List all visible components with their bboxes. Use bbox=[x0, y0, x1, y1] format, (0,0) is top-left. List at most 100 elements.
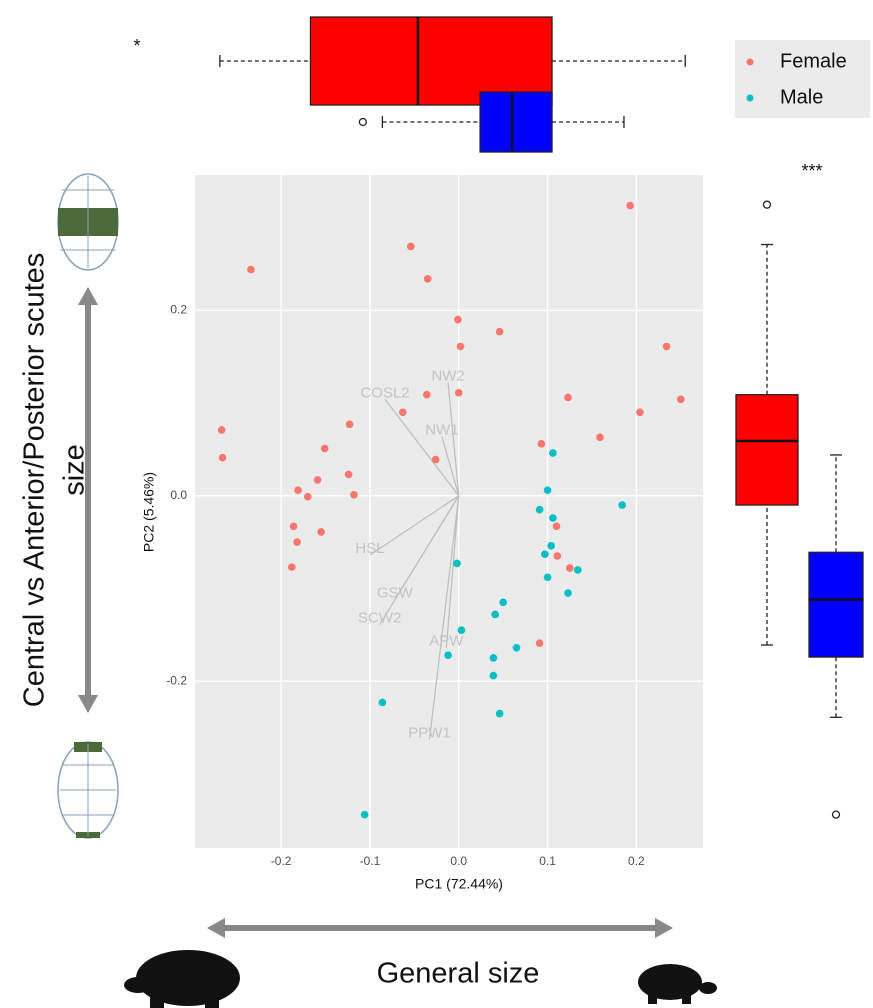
point bbox=[378, 698, 387, 707]
loading-arrow bbox=[379, 495, 460, 625]
y-tick-label: 0.2 bbox=[170, 303, 187, 317]
point bbox=[320, 444, 329, 453]
point bbox=[293, 538, 301, 546]
point bbox=[454, 389, 463, 397]
point bbox=[549, 449, 557, 457]
box bbox=[479, 91, 553, 153]
outlier bbox=[358, 117, 368, 127]
loading-label: APW bbox=[429, 633, 464, 650]
x-axis-title: PC1 (72.44%) bbox=[415, 876, 503, 892]
point bbox=[636, 408, 644, 417]
point bbox=[423, 275, 432, 283]
point bbox=[294, 486, 302, 494]
x-tick-label: -0.1 bbox=[360, 854, 381, 868]
point bbox=[499, 598, 507, 607]
point bbox=[288, 563, 296, 571]
point bbox=[676, 395, 685, 404]
tortoise-small bbox=[638, 964, 717, 1004]
point bbox=[489, 671, 498, 680]
shell-bottom bbox=[57, 741, 119, 839]
point bbox=[543, 486, 552, 494]
point bbox=[535, 639, 544, 647]
loading-label: NW2 bbox=[431, 368, 464, 385]
point bbox=[444, 651, 452, 659]
point bbox=[457, 626, 466, 634]
point bbox=[303, 492, 312, 501]
point bbox=[345, 420, 354, 429]
vertical-arrow bbox=[78, 287, 98, 713]
significance: *** bbox=[801, 161, 822, 181]
point bbox=[454, 315, 462, 324]
legend-label: Female bbox=[780, 50, 847, 72]
significance: * bbox=[133, 36, 140, 56]
point bbox=[512, 643, 521, 652]
point bbox=[218, 453, 227, 462]
point bbox=[552, 522, 561, 531]
point bbox=[564, 589, 572, 597]
point bbox=[535, 505, 544, 514]
loading-arrow bbox=[441, 436, 460, 496]
point bbox=[547, 541, 555, 550]
side-label: General size bbox=[377, 958, 540, 990]
point bbox=[495, 709, 504, 718]
y-tick-label: -0.2 bbox=[166, 673, 187, 687]
point bbox=[541, 550, 549, 558]
loading-label: HSL bbox=[355, 540, 384, 557]
point bbox=[491, 610, 499, 619]
point bbox=[422, 390, 431, 399]
point bbox=[573, 566, 582, 574]
point bbox=[565, 564, 574, 572]
point bbox=[289, 522, 298, 531]
point bbox=[495, 327, 504, 336]
legend-key bbox=[746, 58, 754, 66]
point bbox=[360, 810, 369, 819]
side-label: Central vs Anterior/Posterior scutes bbox=[19, 253, 51, 708]
point bbox=[564, 393, 572, 402]
point bbox=[313, 476, 322, 484]
point bbox=[344, 470, 353, 479]
loading-label: COSL2 bbox=[360, 384, 409, 401]
point bbox=[549, 514, 557, 522]
x-tick-label: -0.2 bbox=[271, 854, 292, 868]
side-label: size bbox=[59, 444, 91, 496]
box bbox=[808, 551, 864, 658]
point bbox=[456, 342, 465, 351]
point bbox=[431, 455, 440, 464]
point bbox=[217, 426, 226, 434]
outlier bbox=[762, 200, 772, 209]
y-axis-title: PC2 (5.46%) bbox=[141, 472, 157, 552]
legend-key bbox=[746, 94, 754, 102]
y-tick-label: 0.0 bbox=[170, 488, 187, 502]
loading-label: PPW1 bbox=[408, 725, 451, 742]
legend-label: Male bbox=[780, 86, 823, 108]
point bbox=[618, 501, 626, 509]
loading-arrow bbox=[384, 398, 460, 497]
loading-label: GSW bbox=[377, 585, 414, 602]
x-tick-label: 0.2 bbox=[628, 854, 645, 868]
loading-arrow bbox=[447, 382, 460, 496]
loading-arrow bbox=[369, 495, 460, 556]
loading-label: NW1 bbox=[425, 421, 458, 438]
point bbox=[399, 408, 407, 417]
point bbox=[247, 265, 255, 274]
horizontal-arrow bbox=[207, 918, 673, 938]
point bbox=[662, 342, 671, 351]
outlier bbox=[831, 810, 841, 819]
point bbox=[489, 654, 498, 662]
point bbox=[537, 440, 546, 448]
x-tick-label: 0.0 bbox=[450, 854, 467, 868]
point bbox=[543, 573, 552, 582]
point bbox=[553, 552, 562, 560]
box bbox=[309, 16, 553, 106]
legend-box bbox=[735, 40, 870, 118]
point bbox=[317, 528, 325, 536]
loading-arrow bbox=[445, 495, 460, 648]
point bbox=[350, 491, 358, 499]
point bbox=[453, 559, 461, 568]
point bbox=[407, 242, 415, 251]
point bbox=[596, 433, 604, 442]
loading-label: SCW2 bbox=[358, 610, 401, 627]
tortoise-large bbox=[124, 950, 240, 1008]
loading-arrow bbox=[428, 495, 460, 740]
